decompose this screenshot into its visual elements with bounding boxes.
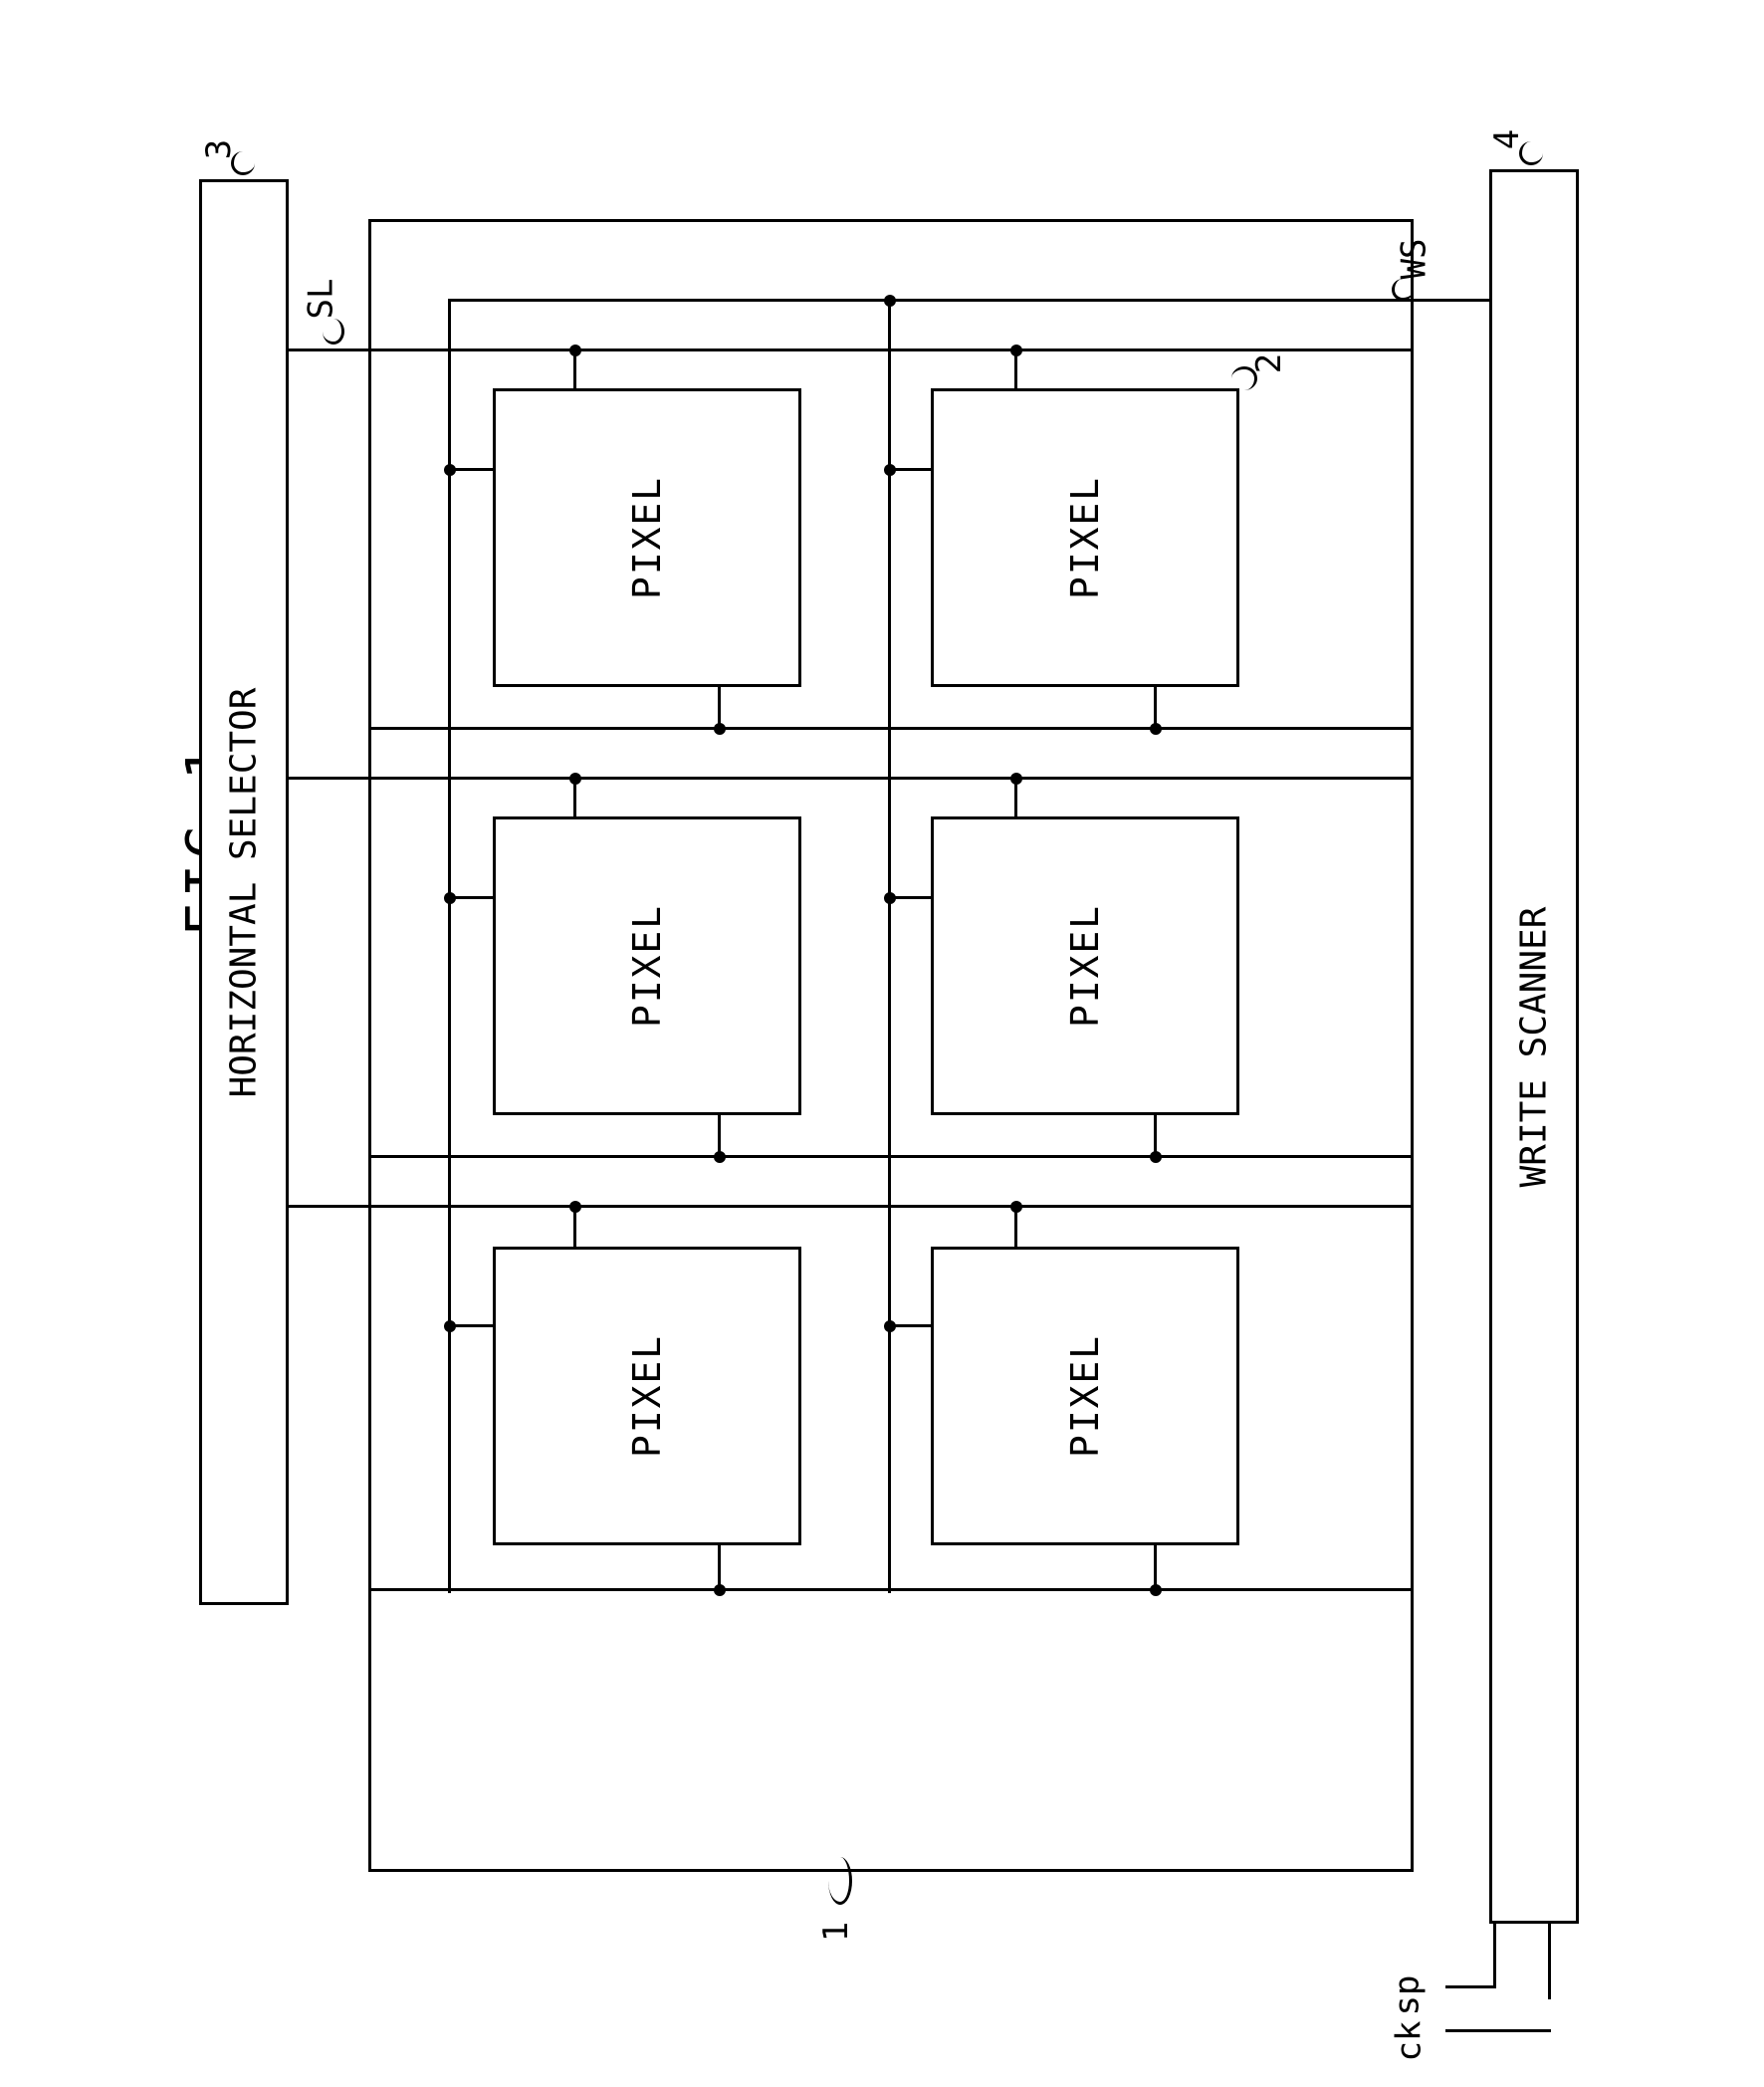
ws2-dot-p1 (884, 464, 896, 476)
cath-3 (368, 1588, 1414, 1591)
cath2-stub-a (718, 1115, 721, 1155)
cath2-stub-b (1154, 1115, 1157, 1155)
sl-2 (289, 777, 1414, 780)
ck-hline2 (1445, 2029, 1551, 2032)
cath3-stub-b (1154, 1545, 1157, 1588)
ref-3-leader (231, 151, 255, 175)
sl-label: SL (301, 279, 340, 320)
pixel-2-2: PIXEL (931, 816, 1239, 1115)
ref-4-leader (1519, 141, 1543, 165)
figure-canvas: FIG.1 HORIZONTAL SELECTOR 3 WRITE SCANNE… (0, 0, 1764, 2087)
cath3-dot-b (1150, 1584, 1162, 1596)
pixel-label: PIXEL (1063, 1334, 1107, 1458)
pixel-1-3: PIXEL (493, 1247, 801, 1545)
write-scanner-label: WRITE SCANNER (1514, 906, 1555, 1187)
ref-1-label: 1 (816, 1922, 856, 1942)
sl3-dot-a (569, 1201, 581, 1213)
sl-leader (323, 319, 344, 345)
sl3-dot-b (1010, 1201, 1022, 1213)
sl-3 (289, 1205, 1414, 1208)
ref-2-leader (1231, 366, 1257, 390)
cath3-dot-a (714, 1584, 726, 1596)
ws-feed (448, 299, 1489, 302)
cath2-dot-b (1150, 1151, 1162, 1163)
sp-label: sp (1387, 1975, 1427, 2016)
cath3-stub-a (718, 1545, 721, 1588)
sp-hline (1445, 1985, 1496, 1988)
ws1-dot-p2 (444, 892, 456, 904)
cath-2 (368, 1155, 1414, 1158)
cath2-dot-a (714, 1151, 726, 1163)
ws2-dot-p2 (884, 892, 896, 904)
write-scanner: WRITE SCANNER (1489, 169, 1579, 1924)
ref-1-leader (828, 1857, 852, 1905)
sp-line (1493, 1924, 1496, 1985)
sl-1 (289, 348, 1414, 351)
horizontal-selector-label: HORIZONTAL SELECTOR (224, 687, 265, 1097)
cath1-stub-b (1154, 687, 1157, 727)
pixel-label: PIXEL (625, 1334, 669, 1458)
ws-leader (1392, 279, 1414, 301)
pixel-1-1: PIXEL (493, 388, 801, 687)
ws2-dot-p3 (884, 1320, 896, 1332)
pixel-label: PIXEL (1063, 904, 1107, 1028)
ck-label: ck (1389, 2021, 1429, 2062)
ws1-dot-p1 (444, 464, 456, 476)
cath1-dot-b (1150, 723, 1162, 735)
sl1-dot-a (569, 345, 581, 356)
ws1-dot-p3 (444, 1320, 456, 1332)
pixel-label: PIXEL (625, 476, 669, 599)
ck-line (1548, 1924, 1551, 1999)
sl1-dot-b (1010, 345, 1022, 356)
pixel-2-1: PIXEL (931, 388, 1239, 687)
ws-col-1 (448, 299, 451, 1593)
cath-1 (368, 727, 1414, 730)
pixel-1-2: PIXEL (493, 816, 801, 1115)
ws-feed-dot-2 (884, 295, 896, 307)
pixel-2-3: PIXEL (931, 1247, 1239, 1545)
pixel-label: PIXEL (625, 904, 669, 1028)
ws-col-2 (888, 299, 891, 1593)
cath1-dot-a (714, 723, 726, 735)
cath1-stub-a (718, 687, 721, 727)
ws-label: WS (1394, 239, 1433, 280)
ref-2-label: 2 (1249, 353, 1289, 373)
sl2-dot-b (1010, 773, 1022, 785)
sl2-dot-a (569, 773, 581, 785)
pixel-label: PIXEL (1063, 476, 1107, 599)
horizontal-selector: HORIZONTAL SELECTOR (199, 179, 289, 1605)
